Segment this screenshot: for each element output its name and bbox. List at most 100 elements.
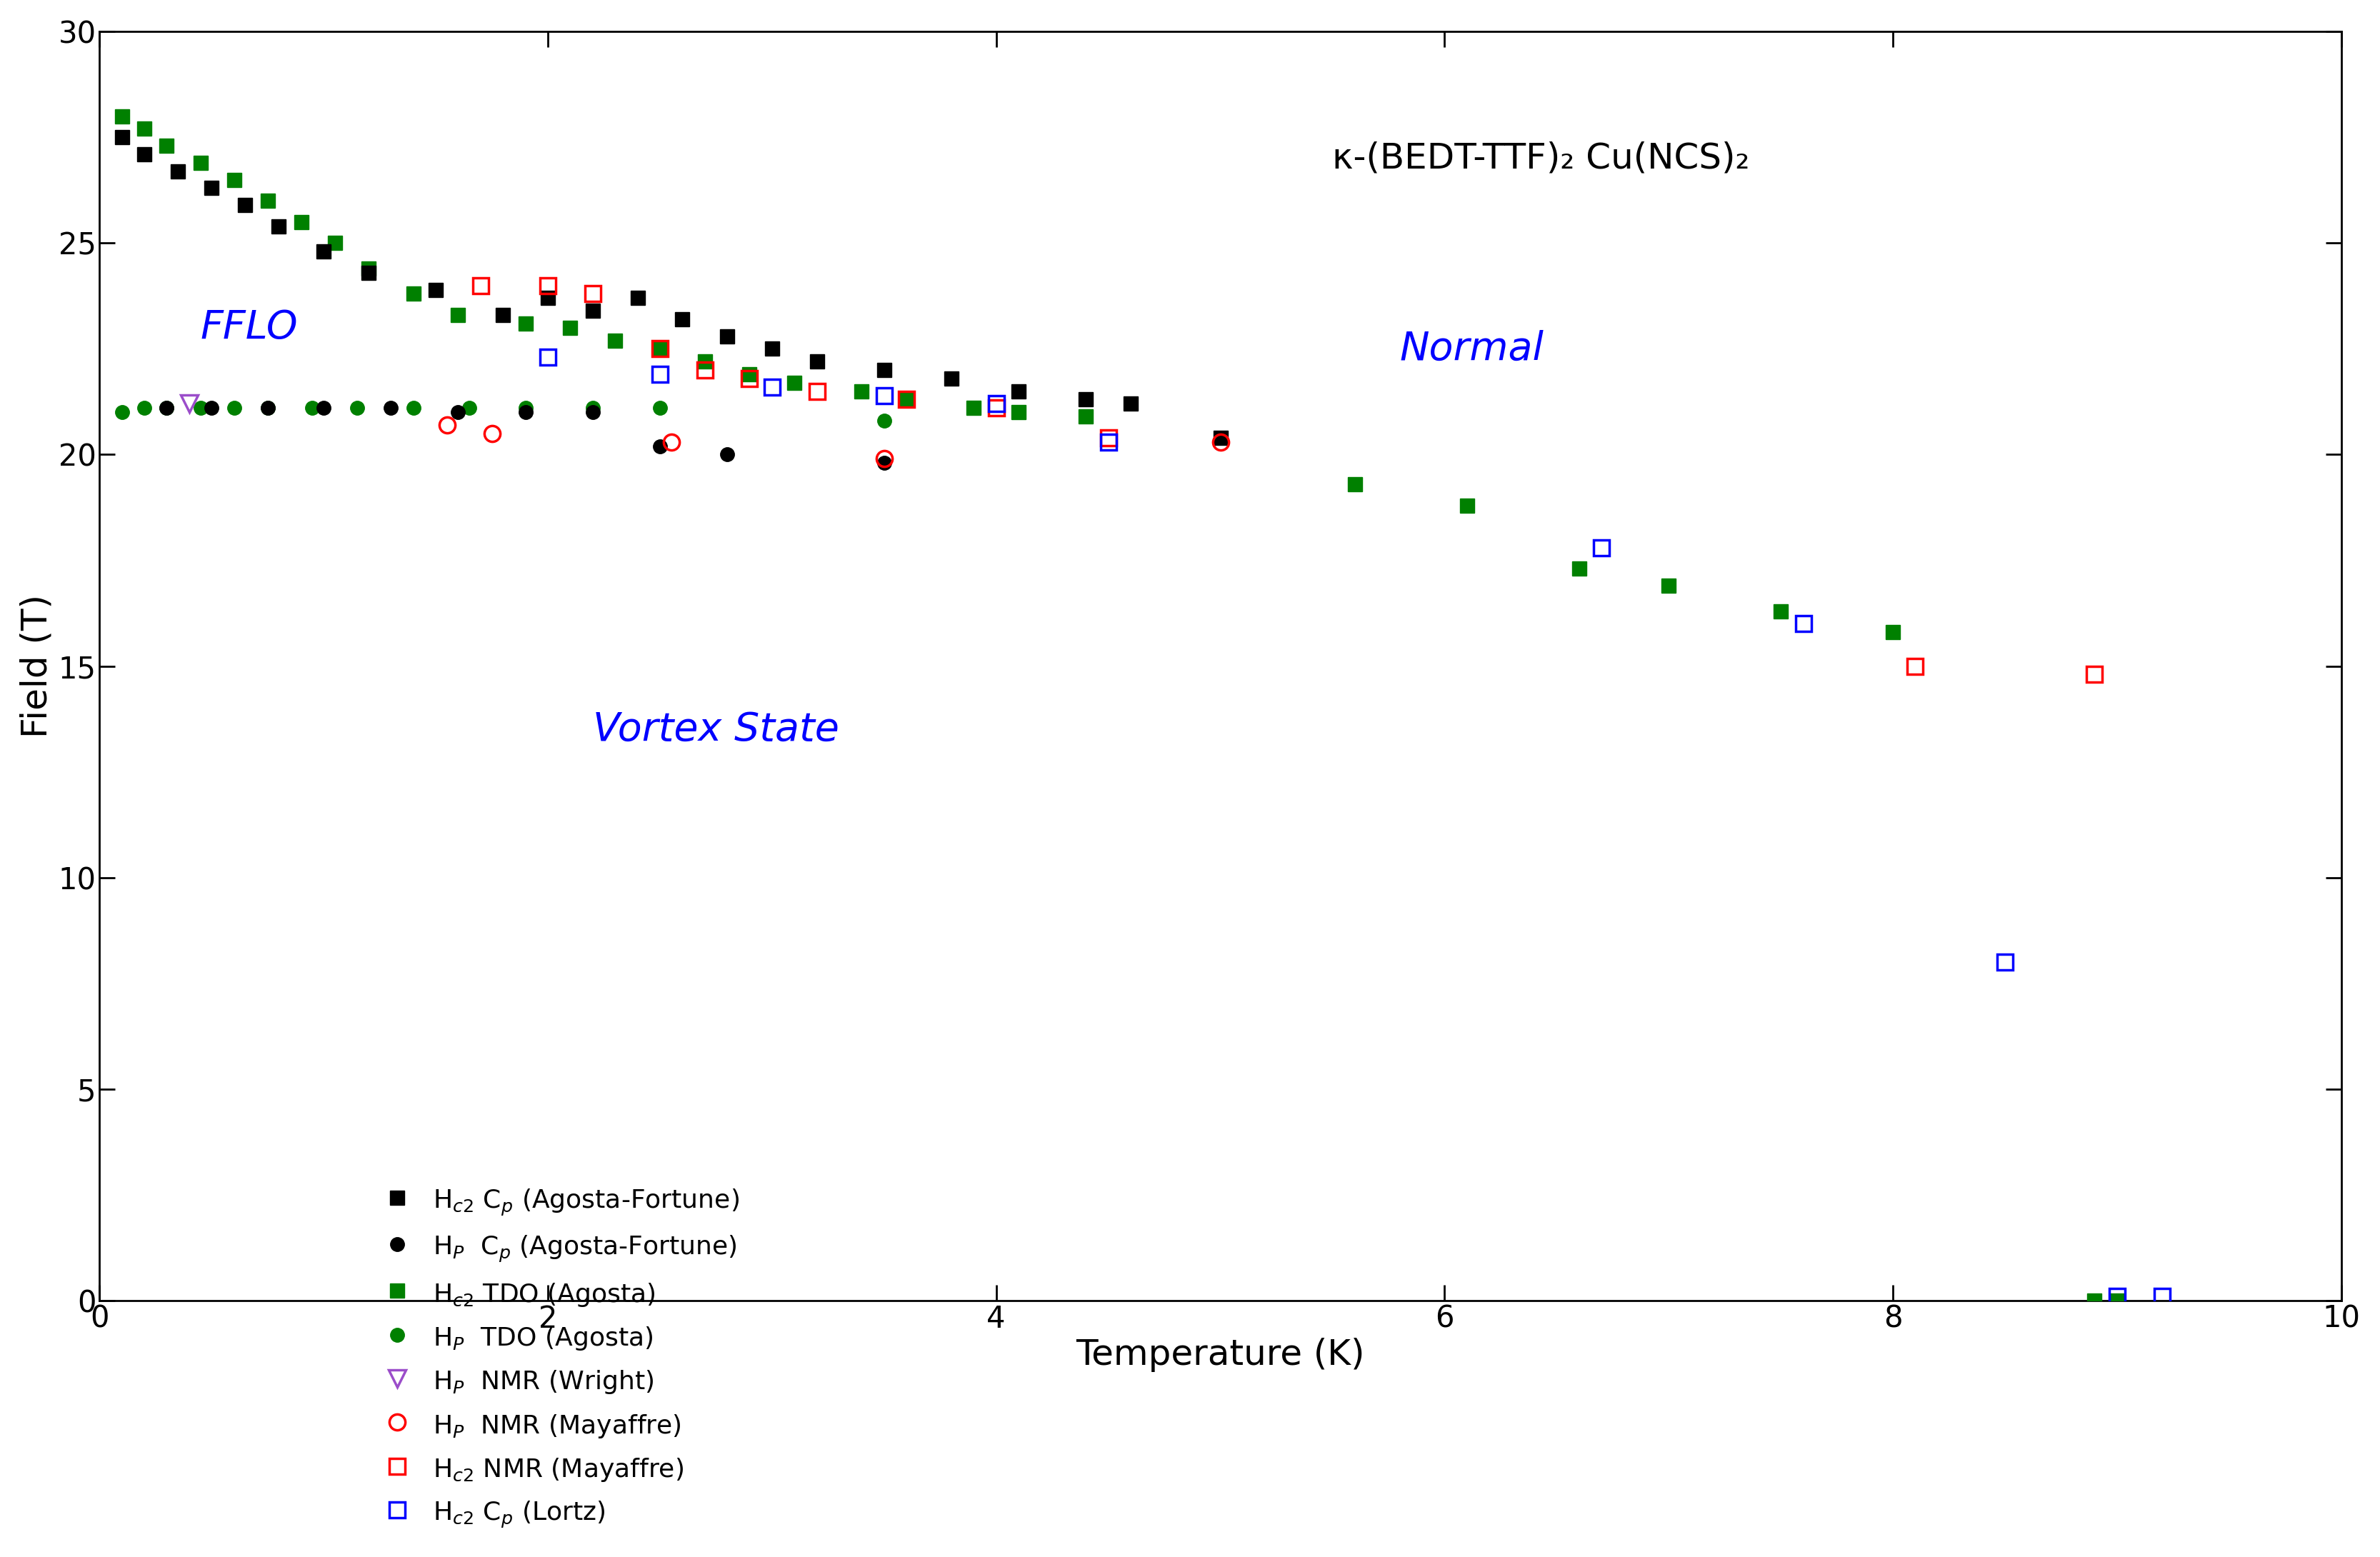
H$_{c2}$ C$_p$ (Lortz)	[757, 377, 785, 395]
Text: FFLO: FFLO	[200, 308, 298, 347]
H$_P$  C$_p$ (Agosta-Fortune)	[869, 453, 897, 472]
H$_P$  C$_p$ (Agosta-Fortune)	[512, 403, 540, 422]
H$_{c2}$ TDO (Agosta)	[131, 120, 159, 139]
H$_{c2}$ C$_p$ (Agosta-Fortune)	[757, 339, 785, 358]
H$_{c2}$ TDO (Agosta)	[107, 107, 136, 126]
H$_{c2}$ TDO (Agosta)	[1564, 559, 1592, 578]
Text: κ-(BEDT-TTF)₂ Cu(NCS)₂: κ-(BEDT-TTF)₂ Cu(NCS)₂	[1333, 142, 1749, 176]
H$_P$  TDO (Agosta)	[455, 399, 483, 417]
H$_P$  C$_p$ (Agosta-Fortune)	[252, 399, 281, 417]
Y-axis label: Field (T): Field (T)	[19, 595, 55, 738]
H$_{c2}$ C$_p$ (Lortz)	[2147, 1288, 2175, 1306]
H$_{c2}$ C$_p$ (Agosta-Fortune)	[198, 179, 226, 198]
H$_{c2}$ TDO (Agosta)	[445, 305, 474, 324]
H$_P$  C$_p$ (Agosta-Fortune)	[198, 399, 226, 417]
Text: Normal: Normal	[1399, 330, 1545, 367]
H$_{c2}$ C$_p$ (Agosta-Fortune)	[802, 352, 831, 371]
H$_P$  TDO (Agosta)	[645, 399, 674, 417]
H$_{c2}$ TDO (Agosta)	[645, 339, 674, 358]
Line: H$_{c2}$ TDO (Agosta): H$_{c2}$ TDO (Agosta)	[114, 109, 2123, 1308]
H$_{c2}$ C$_p$ (Lortz)	[2104, 1288, 2132, 1306]
H$_{c2}$ TDO (Agosta)	[1452, 497, 1480, 515]
H$_{c2}$ NMR (Mayaffre)	[802, 381, 831, 400]
H$_P$  TDO (Agosta)	[343, 399, 371, 417]
H$_{c2}$ NMR (Mayaffre)	[533, 276, 562, 294]
H$_{c2}$ TDO (Agosta)	[355, 258, 383, 277]
H$_P$  C$_p$ (Agosta-Fortune)	[376, 399, 405, 417]
Line: H$_{c2}$ C$_p$ (Lortz): H$_{c2}$ C$_p$ (Lortz)	[540, 349, 2171, 1305]
H$_{c2}$ C$_p$ (Lortz)	[1095, 433, 1123, 452]
H$_{c2}$ TDO (Agosta)	[152, 137, 181, 156]
Text: Vortex State: Vortex State	[593, 710, 840, 749]
H$_{c2}$ C$_p$ (Agosta-Fortune)	[624, 288, 652, 307]
H$_{c2}$ C$_p$ (Lortz)	[533, 347, 562, 366]
H$_{c2}$ TDO (Agosta)	[1004, 403, 1033, 422]
H$_{c2}$ C$_p$ (Lortz)	[1587, 539, 1616, 557]
H$_{c2}$ C$_p$ (Lortz)	[983, 394, 1012, 413]
H$_{c2}$ TDO (Agosta)	[1654, 576, 1683, 595]
Legend: H$_{c2}$ C$_p$ (Agosta-Fortune), H$_P$  C$_p$ (Agosta-Fortune), H$_{c2}$ TDO (Ag: H$_{c2}$ C$_p$ (Agosta-Fortune), H$_P$ C…	[381, 1186, 740, 1531]
H$_{c2}$ C$_p$ (Agosta-Fortune)	[533, 288, 562, 307]
H$_{c2}$ TDO (Agosta)	[1878, 623, 1906, 641]
H$_P$  NMR (Mayaffre)	[1207, 433, 1235, 452]
H$_{c2}$ NMR (Mayaffre)	[892, 391, 921, 409]
H$_{c2}$ TDO (Agosta)	[959, 399, 988, 417]
Line: H$_P$  NMR (Mayaffre): H$_P$ NMR (Mayaffre)	[438, 417, 1228, 467]
Line: H$_P$  TDO (Agosta): H$_P$ TDO (Agosta)	[114, 402, 890, 428]
H$_{c2}$ C$_p$ (Agosta-Fortune)	[355, 263, 383, 282]
H$_{c2}$ NMR (Mayaffre)	[2080, 665, 2109, 684]
Line: H$_{c2}$ NMR (Mayaffre): H$_{c2}$ NMR (Mayaffre)	[474, 277, 2102, 682]
H$_{c2}$ TDO (Agosta)	[2080, 1291, 2109, 1309]
H$_P$  TDO (Agosta)	[298, 399, 326, 417]
H$_{c2}$ C$_p$ (Agosta-Fortune)	[1071, 391, 1100, 409]
H$_{c2}$ C$_p$ (Agosta-Fortune)	[164, 162, 193, 181]
H$_{c2}$ TDO (Agosta)	[2104, 1291, 2132, 1309]
H$_P$  NMR (Mayaffre)	[433, 416, 462, 434]
H$_P$  NMR (Mayaffre)	[478, 424, 507, 442]
H$_P$  TDO (Agosta)	[512, 399, 540, 417]
H$_P$  C$_p$ (Agosta-Fortune)	[152, 399, 181, 417]
H$_{c2}$ TDO (Agosta)	[512, 315, 540, 333]
H$_P$  TDO (Agosta)	[131, 399, 159, 417]
H$_{c2}$ NMR (Mayaffre)	[466, 276, 495, 294]
H$_{c2}$ NMR (Mayaffre)	[1095, 428, 1123, 447]
H$_P$  C$_p$ (Agosta-Fortune)	[445, 403, 474, 422]
H$_{c2}$ TDO (Agosta)	[781, 374, 809, 392]
H$_{c2}$ TDO (Agosta)	[600, 332, 628, 350]
H$_{c2}$ TDO (Agosta)	[219, 170, 248, 188]
H$_{c2}$ C$_p$ (Agosta-Fortune)	[1004, 381, 1033, 400]
H$_P$  TDO (Agosta)	[186, 399, 214, 417]
H$_{c2}$ TDO (Agosta)	[186, 154, 214, 173]
H$_{c2}$ TDO (Agosta)	[252, 192, 281, 210]
H$_{c2}$ TDO (Agosta)	[1766, 601, 1795, 620]
H$_{c2}$ C$_p$ (Agosta-Fortune)	[131, 145, 159, 163]
H$_{c2}$ TDO (Agosta)	[735, 364, 764, 383]
H$_{c2}$ TDO (Agosta)	[847, 381, 876, 400]
H$_P$  TDO (Agosta)	[152, 399, 181, 417]
H$_{c2}$ TDO (Agosta)	[400, 285, 428, 304]
H$_{c2}$ C$_p$ (Agosta-Fortune)	[309, 243, 338, 262]
H$_P$  TDO (Agosta)	[107, 403, 136, 422]
H$_{c2}$ C$_p$ (Agosta-Fortune)	[421, 280, 450, 299]
H$_{c2}$ NMR (Mayaffre)	[983, 399, 1012, 417]
H$_P$  NMR (Mayaffre)	[657, 433, 685, 452]
H$_{c2}$ C$_p$ (Agosta-Fortune)	[107, 128, 136, 146]
H$_{c2}$ NMR (Mayaffre)	[1902, 657, 1930, 676]
H$_{c2}$ C$_p$ (Agosta-Fortune)	[669, 310, 697, 329]
H$_{c2}$ C$_p$ (Agosta-Fortune)	[938, 369, 966, 388]
H$_P$  C$_p$ (Agosta-Fortune)	[714, 445, 743, 464]
H$_P$  C$_p$ (Agosta-Fortune)	[309, 399, 338, 417]
H$_{c2}$ NMR (Mayaffre)	[735, 369, 764, 388]
H$_{c2}$ TDO (Agosta)	[321, 234, 350, 252]
X-axis label: Temperature (K): Temperature (K)	[1076, 1337, 1364, 1372]
H$_{c2}$ C$_p$ (Agosta-Fortune)	[1207, 428, 1235, 447]
H$_{c2}$ TDO (Agosta)	[557, 318, 585, 336]
H$_P$  TDO (Agosta)	[400, 399, 428, 417]
H$_{c2}$ TDO (Agosta)	[892, 391, 921, 409]
H$_{c2}$ NMR (Mayaffre)	[690, 361, 719, 380]
H$_{c2}$ TDO (Agosta)	[1340, 475, 1368, 494]
H$_P$  C$_p$ (Agosta-Fortune)	[645, 438, 674, 456]
H$_{c2}$ TDO (Agosta)	[690, 352, 719, 371]
H$_{c2}$ C$_p$ (Agosta-Fortune)	[488, 305, 516, 324]
H$_{c2}$ NMR (Mayaffre)	[645, 339, 674, 358]
